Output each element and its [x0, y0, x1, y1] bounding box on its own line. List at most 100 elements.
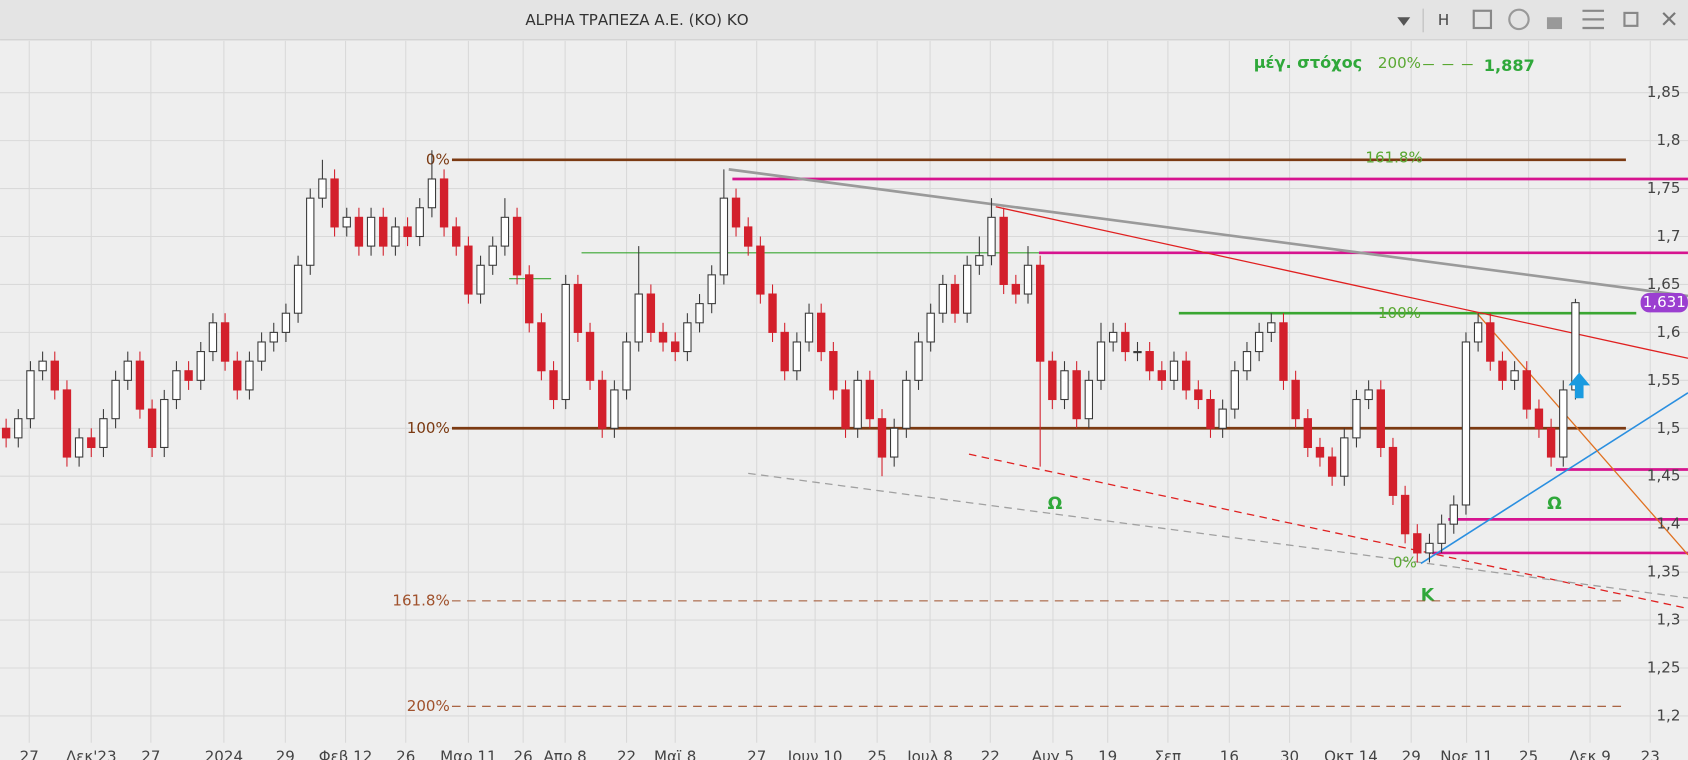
candle-body: [1145, 351, 1154, 372]
fib-label: 161.8%: [1365, 149, 1422, 167]
candle-body: [1084, 379, 1094, 420]
candle-body: [877, 418, 887, 458]
candle-body: [841, 389, 850, 429]
candle-body: [525, 274, 534, 324]
candle-body: [14, 418, 23, 439]
candle-body: [50, 360, 59, 391]
candle-body: [598, 379, 607, 429]
dropdown-icon[interactable]: [1397, 17, 1411, 26]
candle-body: [1413, 533, 1422, 554]
candle-body: [950, 283, 960, 314]
x-tick-label: 27: [20, 747, 39, 760]
candle-body: [1169, 360, 1179, 381]
level-label: 0%: [426, 150, 450, 168]
close-icon[interactable]: [1662, 12, 1676, 26]
target-level: 200%: [1378, 54, 1421, 72]
x-tick-label: Απρ 8: [543, 747, 586, 760]
x-tick-label: Ιουλ 8: [907, 747, 953, 760]
x-tick-label: Σεπ: [1155, 747, 1182, 760]
candle-body: [293, 264, 303, 314]
candle-body: [476, 264, 485, 295]
x-tick-label: 29: [1402, 747, 1421, 760]
x-tick-label: 26: [514, 747, 533, 760]
candle-body: [1157, 370, 1167, 381]
candle-body: [707, 274, 716, 305]
candle-body: [1279, 322, 1288, 381]
candle-body: [561, 283, 570, 401]
x-tick-label: Ιουν 10: [788, 747, 843, 760]
candle-body: [74, 437, 84, 458]
candle-body: [26, 370, 35, 420]
candle-body: [573, 283, 583, 333]
y-tick-label: 1,3: [1656, 611, 1680, 629]
candle-body: [330, 178, 339, 228]
candle-body: [1060, 370, 1069, 401]
x-tick-label: 2024: [205, 747, 243, 760]
x-tick-label: 26: [396, 747, 415, 760]
candle-body: [1522, 370, 1531, 410]
candle-body: [354, 216, 364, 247]
fib-label: 0%: [1393, 554, 1417, 572]
candle-body: [269, 331, 278, 343]
candle-body: [87, 437, 96, 448]
candle-body: [695, 303, 704, 324]
candle-body: [1315, 446, 1325, 458]
candle-body: [1352, 398, 1361, 439]
candle-body: [220, 322, 230, 362]
y-tick-label: 1,6: [1656, 323, 1680, 341]
candle-body: [1340, 437, 1349, 477]
candle-body: [415, 207, 424, 238]
candle-body: [1498, 360, 1507, 381]
y-tick-label: 1,2: [1656, 706, 1680, 724]
candle-body: [1096, 341, 1106, 381]
candle-body: [379, 216, 388, 247]
x-tick-label: 25: [1519, 747, 1538, 760]
candle-body: [184, 370, 193, 381]
candle-body: [1121, 331, 1130, 353]
candle-body: [804, 312, 814, 343]
candle-body: [281, 312, 291, 333]
candle-body: [1400, 494, 1410, 535]
layout-icon[interactable]: [1472, 9, 1493, 30]
candle-body: [99, 418, 108, 448]
h-button[interactable]: H: [1438, 11, 1449, 29]
menu-icon[interactable]: [1582, 9, 1604, 30]
candle-body: [488, 245, 497, 266]
candle-body: [658, 331, 668, 343]
candle-body: [366, 216, 376, 247]
link-icon[interactable]: [1508, 8, 1530, 31]
x-tick-label: Οκτ 14: [1324, 747, 1378, 760]
x-tick-label: Δεκ 9: [1569, 747, 1611, 760]
candle-body: [622, 341, 631, 391]
restore-icon[interactable]: [1623, 11, 1639, 27]
candle-body: [1546, 427, 1556, 458]
candle-body: [245, 360, 254, 391]
x-tick-label: Δεκ'23: [66, 747, 117, 760]
candle-body: [427, 178, 437, 209]
candle-body: [1181, 360, 1191, 391]
fib-label: 100%: [1378, 304, 1421, 322]
x-tick-label: 22: [981, 747, 1000, 760]
x-tick-label: 23: [1641, 747, 1660, 760]
pattern-marker: Κ: [1421, 585, 1435, 605]
x-tick-label: 27: [141, 747, 160, 760]
x-tick-label: 22: [617, 747, 636, 760]
candle-body: [1254, 331, 1264, 353]
title-bar: [0, 0, 1688, 40]
candle-body: [744, 226, 753, 247]
lock-icon[interactable]: [1546, 17, 1563, 30]
candle-body: [999, 216, 1008, 285]
level-label: 100%: [407, 419, 450, 437]
candle-body: [902, 379, 911, 429]
candle-body: [1291, 379, 1300, 420]
candle-body: [196, 351, 205, 381]
candle-body: [1218, 408, 1227, 429]
x-tick-label: 19: [1098, 747, 1117, 760]
trend-line: [748, 472, 1688, 599]
y-tick-label: 1,5: [1656, 419, 1680, 437]
x-tick-label: Μαϊ 8: [654, 747, 696, 760]
candle-body: [123, 360, 132, 381]
y-tick-label: 1,85: [1647, 83, 1681, 101]
candle-body: [768, 293, 777, 333]
candle-body: [987, 216, 996, 257]
